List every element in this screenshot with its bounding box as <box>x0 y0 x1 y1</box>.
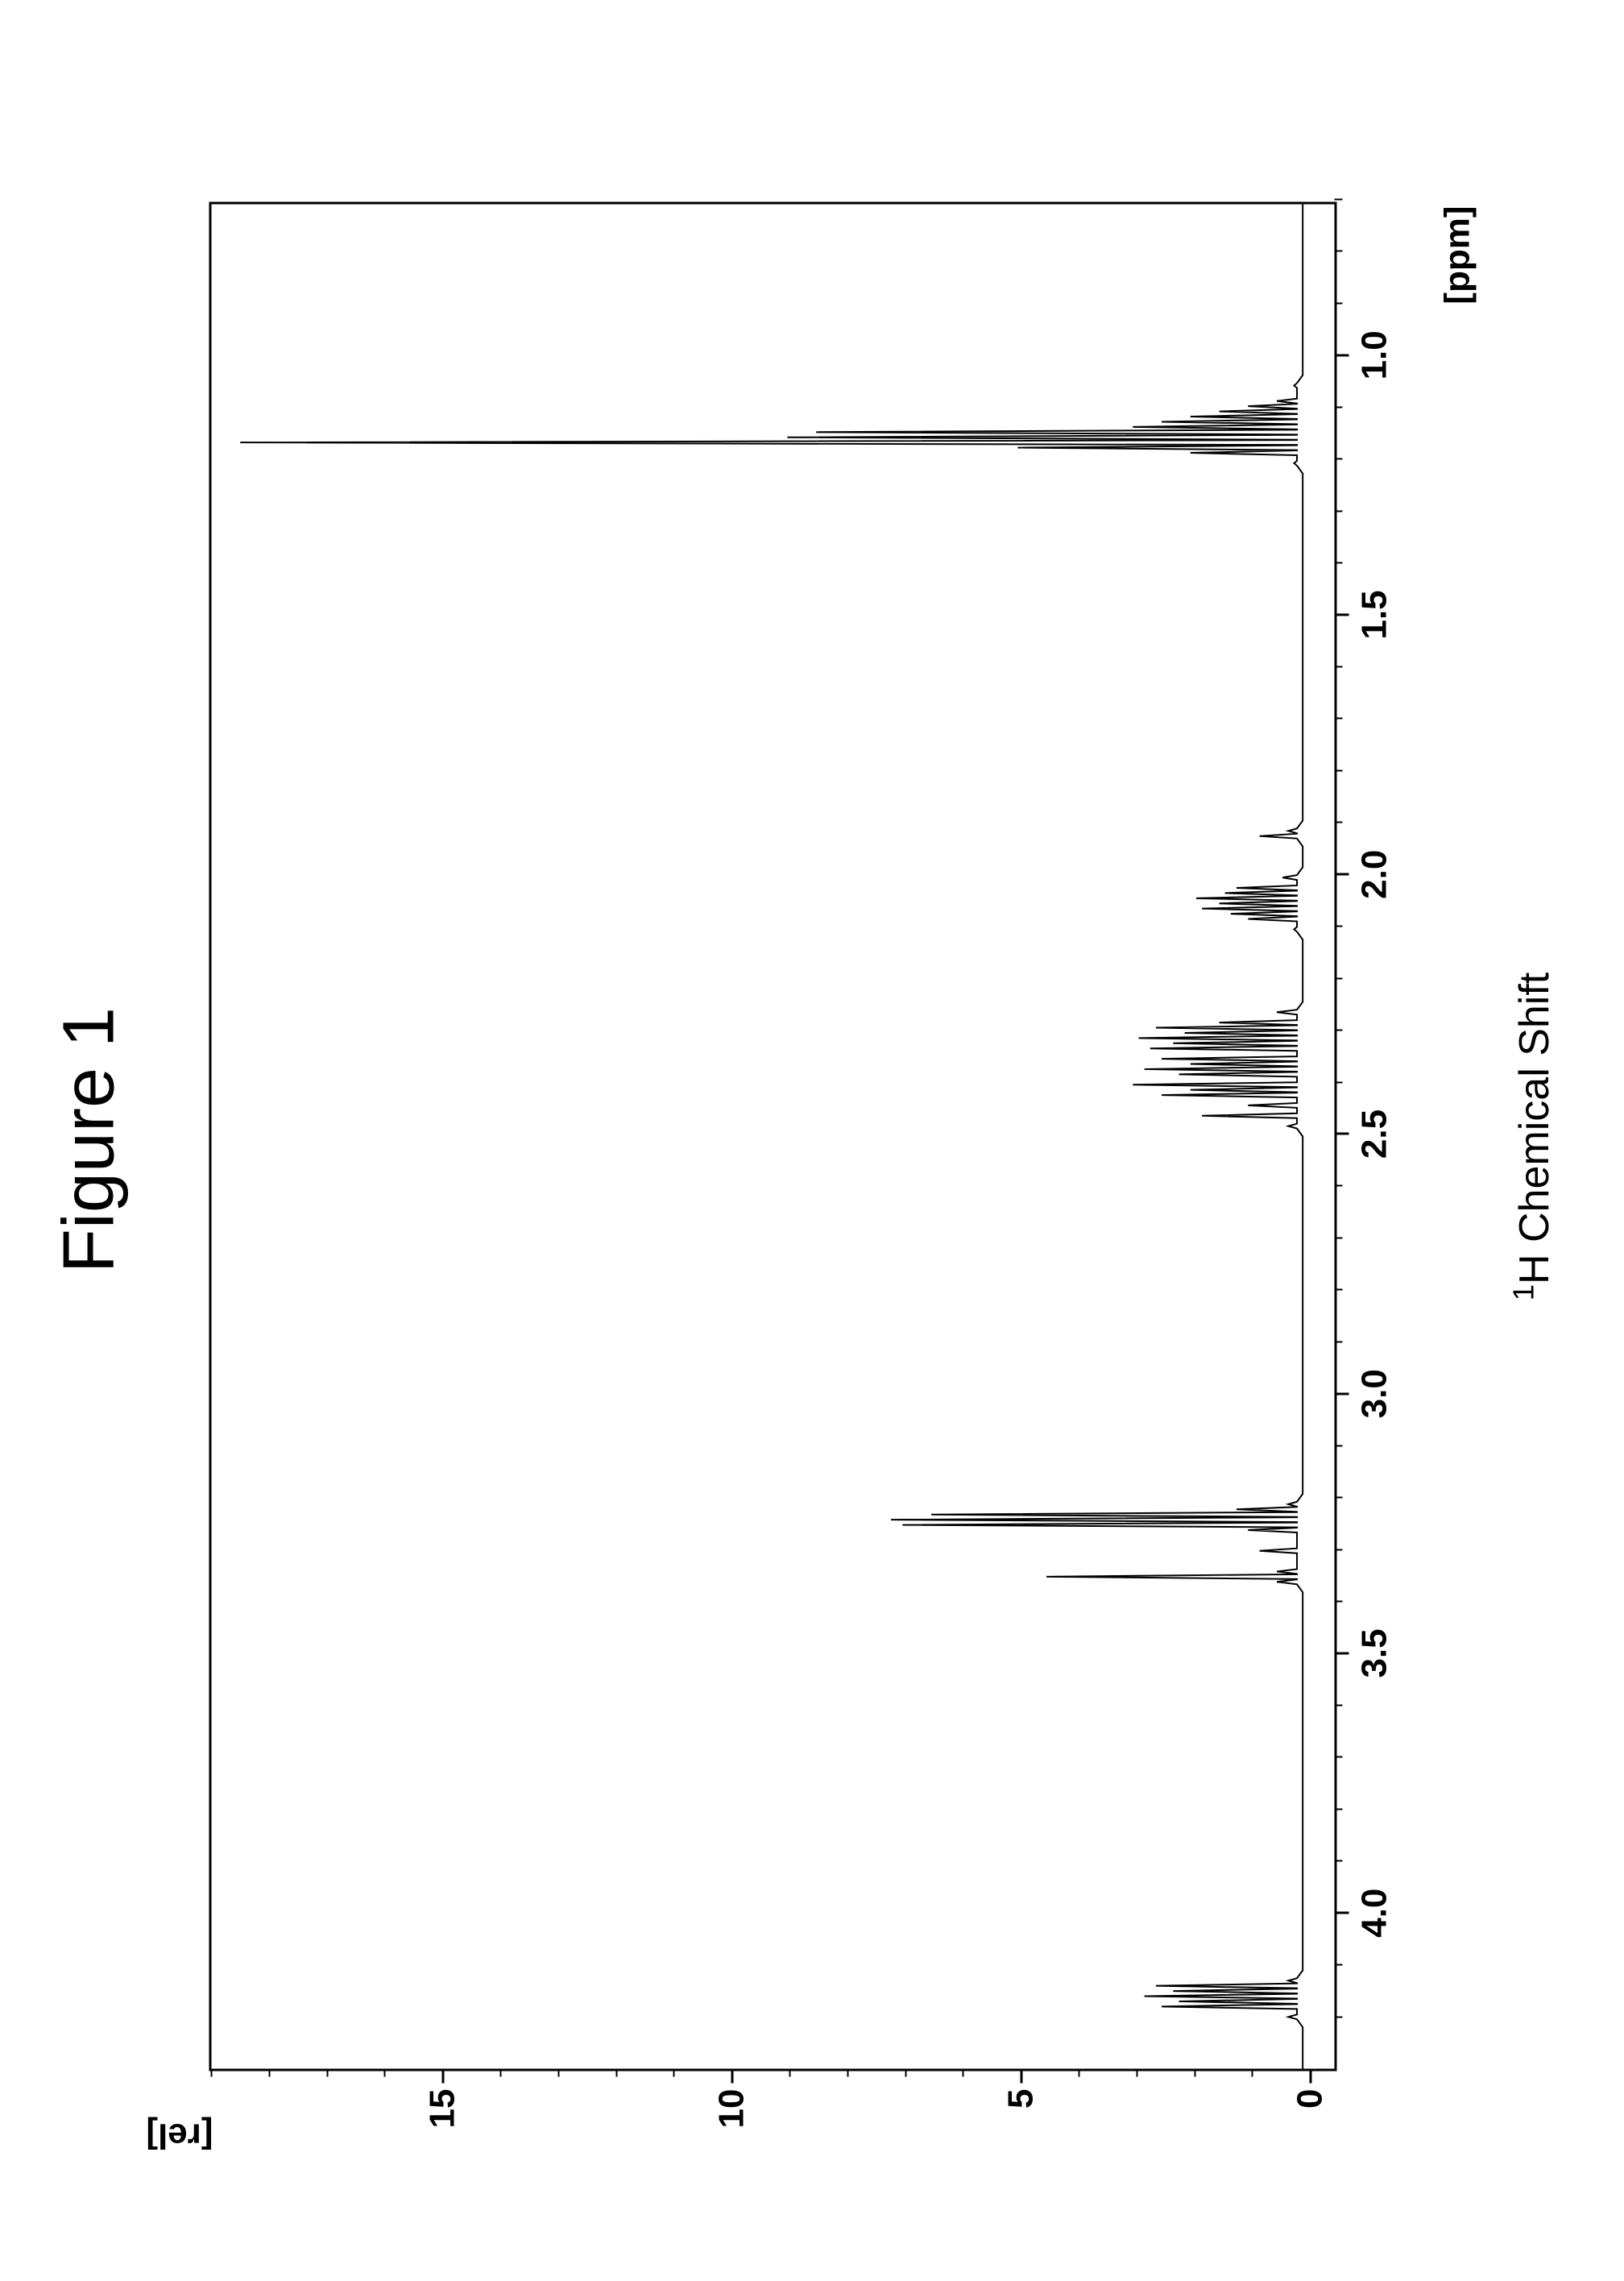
y-tick <box>1309 2069 1311 2084</box>
x-minor-tick <box>1335 1341 1343 1342</box>
x-minor-tick <box>1335 406 1343 408</box>
x-tick-label: 1.0 <box>1355 330 1395 379</box>
x-tick <box>1335 614 1349 616</box>
nmr-chart: Relative Intensity [rel] 051015 1.01.52.… <box>209 202 1418 2072</box>
y-minor-tick <box>963 2069 964 2077</box>
y-minor-tick <box>1252 2069 1253 2077</box>
x-minor-tick <box>1335 1756 1343 1758</box>
x-minor-tick <box>1335 251 1343 252</box>
x-axis-unit: [ppm] <box>1438 206 1478 305</box>
page-wrapper: Figure 1 Relative Intensity [rel] 051015… <box>0 0 1624 2281</box>
x-tick <box>1335 1652 1349 1654</box>
y-tick-label: 5 <box>1001 2089 1042 2138</box>
y-minor-tick <box>1136 2069 1137 2077</box>
x-minor-tick <box>1335 1237 1343 1238</box>
x-minor-tick <box>1335 1860 1343 1862</box>
x-tick-label: 2.5 <box>1355 1109 1395 1159</box>
y-tick-label: 0 <box>1290 2089 1331 2138</box>
x-minor-tick <box>1335 1549 1343 1550</box>
x-minor-tick <box>1335 2016 1343 2018</box>
x-minor-tick <box>1335 1601 1343 1603</box>
x-minor-tick <box>1335 769 1343 771</box>
x-minor-tick <box>1335 1964 1343 1966</box>
x-minor-tick <box>1335 1704 1343 1706</box>
x-minor-tick <box>1335 822 1343 823</box>
x-axis-label-super: 1 <box>1506 1284 1539 1300</box>
y-tick <box>1020 2069 1022 2084</box>
y-minor-tick <box>789 2069 790 2077</box>
y-minor-tick <box>673 2069 675 2077</box>
spectrum-line <box>212 205 1335 2069</box>
y-minor-tick <box>905 2069 906 2077</box>
x-tick <box>1335 873 1349 876</box>
x-axis-label-text: H Chemical Shift <box>1511 973 1558 1284</box>
x-tick <box>1335 1133 1349 1135</box>
x-minor-tick <box>1335 510 1343 512</box>
x-tick-label: 3.0 <box>1355 1369 1395 1418</box>
x-minor-tick <box>1335 1081 1343 1083</box>
y-minor-tick <box>268 2069 270 2077</box>
x-minor-tick <box>1335 1808 1343 1810</box>
x-minor-tick <box>1335 977 1343 979</box>
y-tick <box>441 2069 444 2084</box>
x-minor-tick <box>1335 1445 1343 1446</box>
y-tick-label: 15 <box>423 2089 463 2138</box>
x-minor-tick <box>1335 1185 1343 1187</box>
x-tick-label: 4.0 <box>1355 1889 1395 1938</box>
x-minor-tick <box>1335 562 1343 564</box>
x-minor-tick <box>1335 666 1343 668</box>
x-tick <box>1335 354 1349 356</box>
x-tick-label: 1.5 <box>1355 590 1395 639</box>
y-minor-tick <box>847 2069 848 2077</box>
y-minor-tick <box>1194 2069 1195 2077</box>
x-minor-tick <box>1335 1497 1343 1499</box>
x-tick <box>1335 1392 1349 1395</box>
x-tick-label: 2.0 <box>1355 850 1395 899</box>
y-minor-tick <box>1078 2069 1079 2077</box>
x-minor-tick <box>1335 718 1343 720</box>
y-tick-label: 10 <box>712 2089 752 2138</box>
figure-title: Figure 1 <box>48 0 131 2281</box>
plot-area: 051015 1.01.52.02.53.03.54.0 <box>209 202 1337 2072</box>
x-axis-label: 1H Chemical Shift <box>1506 973 1558 1300</box>
y-minor-tick <box>615 2069 617 2077</box>
x-minor-tick <box>1335 199 1343 201</box>
y-minor-tick <box>326 2069 328 2077</box>
y-minor-tick <box>557 2069 559 2077</box>
y-minor-tick <box>384 2069 386 2077</box>
x-minor-tick <box>1335 1289 1343 1291</box>
x-minor-tick <box>1335 302 1343 304</box>
x-tick <box>1335 1912 1349 1914</box>
x-minor-tick <box>1335 458 1343 460</box>
x-minor-tick <box>1335 926 1343 927</box>
x-tick-label: 3.5 <box>1355 1628 1395 1678</box>
y-axis-unit: [rel] <box>146 2116 213 2156</box>
x-minor-tick <box>1335 1030 1343 1031</box>
y-minor-tick <box>211 2069 213 2077</box>
y-tick <box>731 2069 733 2084</box>
y-minor-tick <box>499 2069 501 2077</box>
